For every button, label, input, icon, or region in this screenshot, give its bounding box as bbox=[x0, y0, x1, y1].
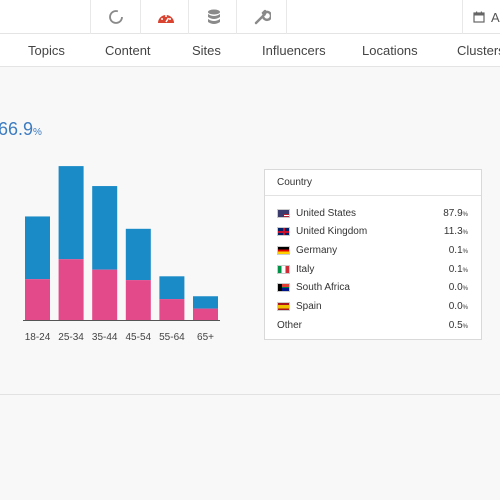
x-tick-label: 35-44 bbox=[92, 332, 118, 343]
country-row: United States 87.9% bbox=[265, 204, 481, 222]
country-value-number: 87.9 bbox=[443, 207, 463, 219]
country-value: 0.5% bbox=[449, 320, 468, 331]
country-table: Country United States 87.9% United Kingdom… bbox=[264, 169, 482, 340]
tab-topics[interactable]: Topics bbox=[28, 43, 65, 58]
database-button[interactable] bbox=[188, 0, 238, 34]
page-footer-area bbox=[0, 395, 500, 500]
date-range-button[interactable]: A bbox=[462, 0, 500, 34]
summary-number: 66.9 bbox=[0, 119, 34, 139]
database-icon bbox=[207, 9, 220, 24]
country-value-unit: % bbox=[462, 286, 468, 293]
country-value: 11.3% bbox=[444, 226, 468, 237]
germany-flag-icon bbox=[277, 245, 290, 255]
bar-segment-blue-18-24 bbox=[25, 216, 50, 280]
country-value-unit: % bbox=[462, 248, 468, 255]
country-value-unit: % bbox=[462, 230, 468, 237]
country-value-number: 0.1 bbox=[448, 263, 463, 275]
us-flag-icon bbox=[277, 208, 290, 218]
age-bar-chart: 18-24 25-34 35-44 45-54 55-64 65+ bbox=[23, 166, 220, 343]
country-row: United Kingdom 11.3% bbox=[265, 223, 481, 241]
bar-segment-blue-25-34 bbox=[58, 166, 84, 260]
country-table-header: Country bbox=[265, 170, 481, 196]
top-toolbar: A bbox=[0, 0, 500, 34]
spain-flag-icon bbox=[277, 302, 290, 311]
country-value: 0.0% bbox=[449, 282, 468, 293]
country-value: 0.0% bbox=[449, 301, 468, 312]
date-range-label: A bbox=[491, 9, 500, 25]
refresh-button[interactable] bbox=[90, 0, 140, 34]
tab-content[interactable]: Content bbox=[105, 43, 151, 58]
x-tick-label: 45-54 bbox=[126, 332, 152, 343]
tab-clusters[interactable]: Clusters bbox=[457, 43, 500, 58]
country-value-unit: % bbox=[462, 211, 468, 218]
country-row: Other 0.5% bbox=[265, 316, 481, 334]
italy-flag-icon bbox=[277, 264, 290, 274]
toolbar-divider bbox=[286, 0, 287, 34]
bar-segment-blue-45-54 bbox=[125, 228, 151, 281]
summary-unit: % bbox=[33, 127, 42, 138]
country-value: 0.1% bbox=[449, 245, 468, 256]
bar-segment-blue-65+ bbox=[193, 296, 218, 309]
x-tick-label: 18-24 bbox=[25, 332, 51, 343]
country-name: United Kingdom bbox=[296, 226, 368, 238]
wrench-icon bbox=[254, 9, 271, 25]
country-value-number: 0.1 bbox=[448, 244, 463, 256]
country-value-number: 0.0 bbox=[448, 301, 463, 312]
country-value-number: 0.5 bbox=[448, 319, 463, 331]
country-value-unit: % bbox=[462, 323, 468, 330]
bar-segment-pink-25-34 bbox=[58, 259, 84, 320]
country-value-number: 11.3 bbox=[443, 226, 463, 238]
uk-flag-icon bbox=[277, 227, 290, 237]
country-row: Spain 0.0% bbox=[265, 298, 481, 316]
x-tick-label: 55-64 bbox=[159, 332, 185, 343]
country-value: 87.9% bbox=[443, 208, 468, 219]
dashboard-icon bbox=[157, 15, 174, 23]
summary-value: 66.9% bbox=[0, 119, 42, 140]
country-name: Germany bbox=[296, 244, 338, 256]
country-name: South Africa bbox=[296, 282, 350, 294]
country-value: 0.1% bbox=[449, 264, 468, 275]
bar-segment-pink-18-24 bbox=[25, 279, 50, 320]
country-name: Other bbox=[277, 319, 303, 331]
bar-segment-pink-55-64 bbox=[159, 299, 185, 320]
dashboard-button[interactable] bbox=[140, 0, 190, 34]
country-name: United States bbox=[296, 207, 357, 219]
bar-segment-blue-35-44 bbox=[92, 186, 118, 270]
country-value-number: 0.0 bbox=[448, 282, 463, 294]
south-africa-flag-icon bbox=[277, 283, 290, 293]
country-name: Spain bbox=[296, 301, 322, 312]
nav-tabs: Topics Content Sites Influencers Locatio… bbox=[0, 34, 500, 67]
settings-button[interactable] bbox=[236, 0, 286, 34]
tab-influencers[interactable]: Influencers bbox=[262, 43, 326, 58]
bar-segment-pink-45-54 bbox=[125, 280, 151, 320]
tab-sites[interactable]: Sites bbox=[192, 43, 221, 58]
calendar-icon bbox=[473, 11, 485, 23]
country-value-unit: % bbox=[462, 267, 468, 274]
country-row: Italy 0.1% bbox=[265, 260, 481, 278]
country-value-unit: % bbox=[462, 305, 468, 311]
country-row: South Africa 0.0% bbox=[265, 279, 481, 297]
bar-segment-pink-65+ bbox=[193, 308, 218, 320]
country-row: Germany 0.1% bbox=[265, 241, 481, 259]
refresh-icon bbox=[108, 10, 123, 24]
tab-locations[interactable]: Locations bbox=[362, 43, 418, 58]
bar-segment-blue-55-64 bbox=[159, 276, 185, 300]
country-name: Italy bbox=[296, 263, 315, 275]
bar-segment-pink-35-44 bbox=[92, 269, 118, 320]
x-tick-label: 65+ bbox=[197, 332, 214, 343]
x-tick-label: 25-34 bbox=[58, 332, 84, 343]
